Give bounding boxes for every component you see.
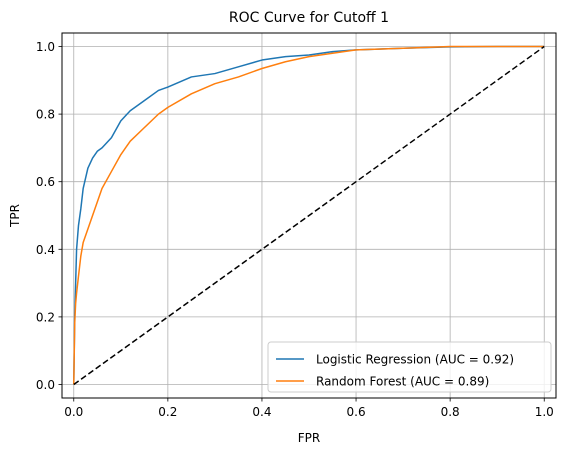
random-forest-curve	[73, 45, 545, 385]
grid	[62, 33, 556, 398]
legend-label-logistic-regression: Logistic Regression (AUC = 0.92)	[316, 353, 514, 367]
axis-ticks: 0.0 0.2 0.4 0.6 0.8 1.0 0.0 0.2 0.4 0.6 0.8 1.0	[36, 40, 554, 419]
chance-diagonal	[73, 45, 545, 386]
x-tick-label: 0.0	[64, 405, 83, 419]
y-tick-label: 1.0	[36, 40, 55, 54]
chart-title: ROC Curve for Cutoff 1	[229, 10, 389, 26]
y-tick-label: 0.6	[36, 175, 55, 189]
y-tick-label: 0.4	[36, 243, 55, 257]
y-axis-label: TPR	[8, 204, 22, 228]
plot-frame	[61, 32, 557, 399]
y-tick-label: 0.0	[36, 378, 55, 392]
y-tick-label: 0.2	[36, 310, 55, 324]
legend-label-random-forest: Random Forest (AUC = 0.89)	[316, 375, 489, 389]
series-lines	[73, 45, 545, 386]
x-tick-label: 0.2	[158, 405, 177, 419]
x-tick-label: 1.0	[535, 405, 554, 419]
x-tick-label: 0.8	[441, 405, 460, 419]
x-tick-label: 0.6	[347, 405, 366, 419]
x-axis-label: FPR	[298, 431, 320, 445]
y-tick-label: 0.8	[36, 108, 55, 122]
logistic-regression-curve	[73, 45, 545, 385]
x-tick-label: 0.4	[252, 405, 271, 419]
legend: Logistic Regression (AUC = 0.92) Random …	[267, 341, 552, 393]
legend-box	[267, 341, 552, 393]
